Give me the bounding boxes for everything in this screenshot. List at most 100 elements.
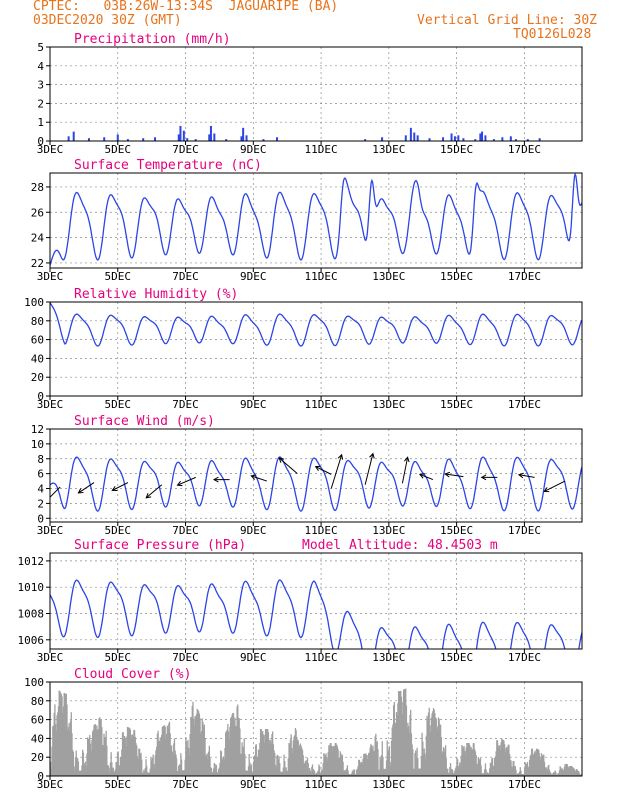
cloud-bar xyxy=(170,746,172,776)
cloud-bar xyxy=(580,774,582,776)
cloud-bar xyxy=(553,772,555,776)
cloud-bar xyxy=(550,772,552,776)
cloud-bar xyxy=(106,745,108,776)
y-tick-label: 1012 xyxy=(18,555,45,568)
cloud-bar xyxy=(171,751,173,776)
cloud-bar xyxy=(486,772,489,776)
cloud-bar xyxy=(103,733,105,776)
cloud-bar xyxy=(421,732,423,776)
cloud-bar xyxy=(190,716,192,776)
x-tick-label: 5DEC xyxy=(105,143,132,156)
cloud-bar xyxy=(341,754,344,776)
y-tick-label: 24 xyxy=(31,232,45,245)
cloud-bar xyxy=(527,766,529,776)
cloud-bar xyxy=(570,766,573,776)
cloud-bar xyxy=(434,717,437,776)
cloud-bar xyxy=(311,764,314,776)
precip-bar xyxy=(462,138,465,141)
cloud-bar xyxy=(151,760,153,776)
precip-bar xyxy=(225,139,228,141)
cloud-bar xyxy=(80,770,82,776)
cloud-bar xyxy=(491,758,493,776)
cloud-bar xyxy=(336,746,339,776)
x-tick-label: 15DEC xyxy=(440,778,473,791)
cloud-bar xyxy=(64,693,66,776)
cloud-bar xyxy=(385,760,388,776)
cloud-bar xyxy=(395,723,397,776)
cloud-bar xyxy=(441,753,443,776)
cloud-bar xyxy=(574,770,576,776)
cloud-bar xyxy=(534,753,536,776)
y-tick-label: 0 xyxy=(37,390,44,403)
cloud-bar xyxy=(301,750,304,776)
precip-bar xyxy=(492,139,495,141)
cloud-bar xyxy=(167,728,169,776)
cloud-bar xyxy=(405,688,407,776)
cloud-bar xyxy=(567,766,569,776)
wind-arrowhead xyxy=(369,452,375,459)
cloud-bar xyxy=(392,724,394,776)
cloud-bar xyxy=(99,719,102,776)
cloud-bar xyxy=(101,727,103,776)
cloud-bar xyxy=(180,759,183,776)
precip-bar xyxy=(404,135,407,141)
panel-0-plot xyxy=(50,47,582,141)
cloud-bar xyxy=(119,765,121,776)
cloud-bar xyxy=(278,756,280,776)
cloud-bar xyxy=(463,746,465,776)
wind-vector xyxy=(401,457,409,484)
cloud-bar xyxy=(321,769,323,776)
panel-frame xyxy=(49,46,583,142)
cloud-bar xyxy=(100,720,102,776)
cloud-bar xyxy=(126,726,129,776)
cloud-bar xyxy=(104,737,106,776)
panel-title: Surface Pressure (hPa) xyxy=(74,538,246,553)
cloud-bar xyxy=(397,691,400,776)
cloud-bar xyxy=(329,743,331,776)
cloud-bar xyxy=(469,745,471,776)
cloud-bar xyxy=(417,758,419,776)
precip-bar xyxy=(142,138,145,141)
cloud-bar xyxy=(417,768,420,776)
cloud-bar xyxy=(133,729,135,776)
cloud-bar xyxy=(152,754,154,776)
cloud-bar xyxy=(374,736,376,776)
cloud-bar xyxy=(364,753,366,776)
cloud-bar xyxy=(345,772,347,776)
precip-bar xyxy=(453,136,456,141)
precip-bar xyxy=(514,139,517,141)
cloud-bar xyxy=(442,751,444,776)
cloud-bar xyxy=(97,728,99,776)
cloud-bar xyxy=(540,757,542,776)
cloud-bar xyxy=(64,693,67,776)
cloud-bar xyxy=(323,753,325,776)
cloud-bar xyxy=(484,763,487,776)
cloud-bar xyxy=(176,770,178,776)
cloud-bar xyxy=(565,763,568,776)
wind-arrowhead xyxy=(337,453,344,460)
cloud-bar xyxy=(496,740,499,776)
cloud-bar xyxy=(109,762,112,776)
wind-arrowhead xyxy=(517,472,524,479)
cloud-bar xyxy=(363,754,365,776)
cloud-bar xyxy=(541,755,544,776)
wind-vector xyxy=(419,473,434,481)
cloud-bar xyxy=(456,757,458,776)
cloud-bar xyxy=(449,766,451,776)
cloud-bar xyxy=(328,745,330,776)
cloud-bar xyxy=(206,753,208,776)
cloud-bar xyxy=(160,741,162,776)
cloud-bar xyxy=(215,765,218,776)
cloud-bar xyxy=(416,747,418,776)
x-tick-label: 3DEC xyxy=(37,270,64,283)
cloud-bar xyxy=(154,755,156,776)
cloud-bar xyxy=(533,754,535,776)
cloud-bar xyxy=(158,741,161,776)
y-tick-label: 40 xyxy=(31,732,44,745)
cloud-bar xyxy=(313,769,315,776)
cloud-bar xyxy=(69,730,71,776)
x-tick-label: 11DEC xyxy=(305,524,338,537)
cloud-bar xyxy=(483,773,485,776)
cloud-bar xyxy=(462,746,464,776)
